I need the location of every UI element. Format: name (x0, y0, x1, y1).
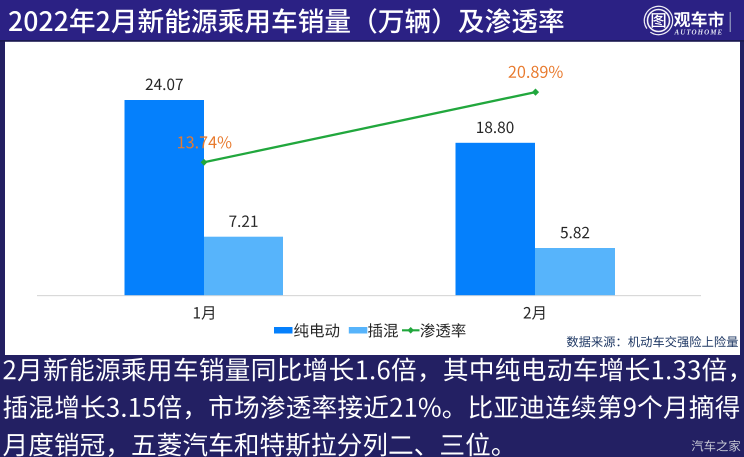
svg-text:AUTOHOME: AUTOHOME (674, 28, 724, 36)
